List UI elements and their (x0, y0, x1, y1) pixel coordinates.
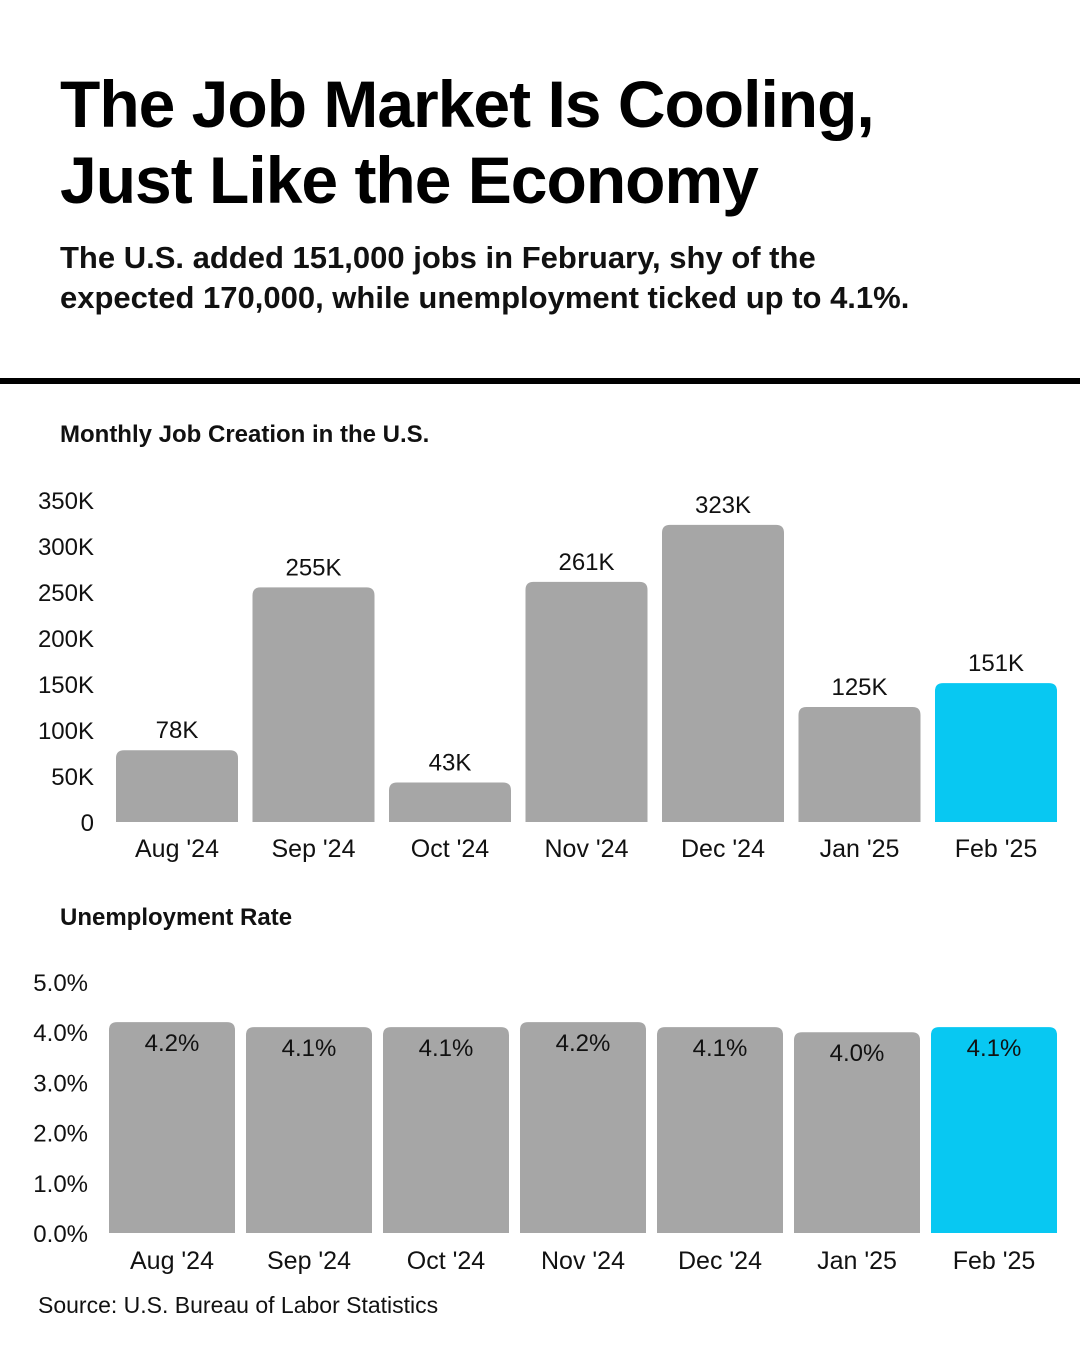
unemployment-x-tick-label: Oct '24 (407, 1247, 486, 1275)
unemployment-data-label: 4.1% (419, 1035, 474, 1062)
unemployment-bar (383, 1027, 509, 1233)
jobs-y-tick-label: 100K (38, 718, 94, 745)
unemployment-y-tick-label: 4.0% (33, 1020, 88, 1047)
jobs-data-label: 78K (156, 717, 199, 744)
jobs-y-tick-label: 350K (38, 488, 94, 515)
unemployment-x-tick-label: Feb '25 (953, 1247, 1036, 1275)
jobs-chart-title: Monthly Job Creation in the U.S. (60, 421, 430, 448)
jobs-bar (798, 707, 921, 822)
jobs-bar (525, 581, 648, 822)
jobs-y-tick-label: 300K (38, 534, 94, 561)
jobs-x-tick-label: Dec '24 (681, 835, 765, 863)
subtitle-line-1: The U.S. added 151,000 jobs in February,… (60, 240, 816, 275)
jobs-data-label: 125K (831, 674, 887, 701)
jobs-bar (935, 683, 1057, 822)
subtitle-line-2: expected 170,000, while unemployment tic… (60, 280, 910, 315)
unemployment-bar (520, 1022, 646, 1233)
divider (0, 378, 1080, 384)
unemployment-chart-title: Unemployment Rate (60, 904, 293, 931)
unemployment-bar (246, 1027, 372, 1233)
title-line-1: The Job Market Is Cooling, (60, 67, 875, 141)
unemployment-data-label: 4.1% (693, 1035, 748, 1062)
unemployment-data-label: 4.1% (967, 1035, 1022, 1062)
jobs-y-tick-label: 0 (81, 810, 94, 837)
jobs-y-tick-label: 150K (38, 672, 94, 699)
unemployment-bar (657, 1027, 783, 1233)
jobs-bar (662, 524, 784, 822)
jobs-x-tick-label: Jan '25 (820, 835, 900, 863)
unemployment-x-tick-label: Dec '24 (678, 1247, 762, 1275)
unemployment-y-tick-label: 3.0% (33, 1070, 88, 1097)
jobs-data-label: 43K (429, 749, 472, 776)
unemployment-x-tick-label: Nov '24 (541, 1247, 625, 1275)
jobs-x-tick-label: Nov '24 (545, 835, 629, 863)
jobs-x-tick-label: Aug '24 (135, 835, 219, 863)
jobs-x-tick-label: Feb '25 (955, 835, 1038, 863)
jobs-bar (252, 587, 375, 822)
unemployment-y-tick-label: 2.0% (33, 1121, 88, 1148)
unemployment-x-tick-label: Aug '24 (130, 1247, 214, 1275)
unemployment-data-label: 4.2% (556, 1030, 611, 1057)
unemployment-bar (109, 1022, 235, 1233)
unemployment-y-tick-label: 0.0% (33, 1221, 88, 1248)
unemployment-bar (931, 1027, 1057, 1233)
title-line-2: Just Like the Economy (60, 143, 759, 217)
jobs-data-label: 323K (695, 492, 751, 519)
jobs-data-label: 151K (968, 650, 1024, 677)
jobs-x-tick-label: Oct '24 (411, 835, 490, 863)
jobs-data-label: 261K (558, 549, 614, 576)
jobs-y-tick-label: 200K (38, 626, 94, 653)
jobs-x-tick-label: Sep '24 (271, 835, 355, 863)
unemployment-bar (794, 1032, 920, 1233)
unemployment-data-label: 4.1% (282, 1035, 337, 1062)
unemployment-x-tick-label: Jan '25 (817, 1247, 897, 1275)
source-note: Source: U.S. Bureau of Labor Statistics (38, 1292, 439, 1318)
unemployment-y-tick-label: 5.0% (33, 970, 88, 997)
jobs-data-label: 255K (285, 554, 341, 581)
jobs-y-tick-label: 50K (51, 764, 94, 791)
unemployment-data-label: 4.0% (830, 1040, 885, 1067)
unemployment-y-tick-label: 1.0% (33, 1171, 88, 1198)
subtitle: The U.S. added 151,000 jobs in February,… (60, 238, 909, 318)
jobs-bar (389, 782, 511, 822)
unemployment-x-tick-label: Sep '24 (267, 1247, 351, 1275)
unemployment-data-label: 4.2% (145, 1030, 200, 1057)
jobs-y-tick-label: 250K (38, 580, 94, 607)
jobs-bar (116, 750, 238, 822)
page-title: The Job Market Is Cooling, Just Like the … (60, 66, 875, 218)
